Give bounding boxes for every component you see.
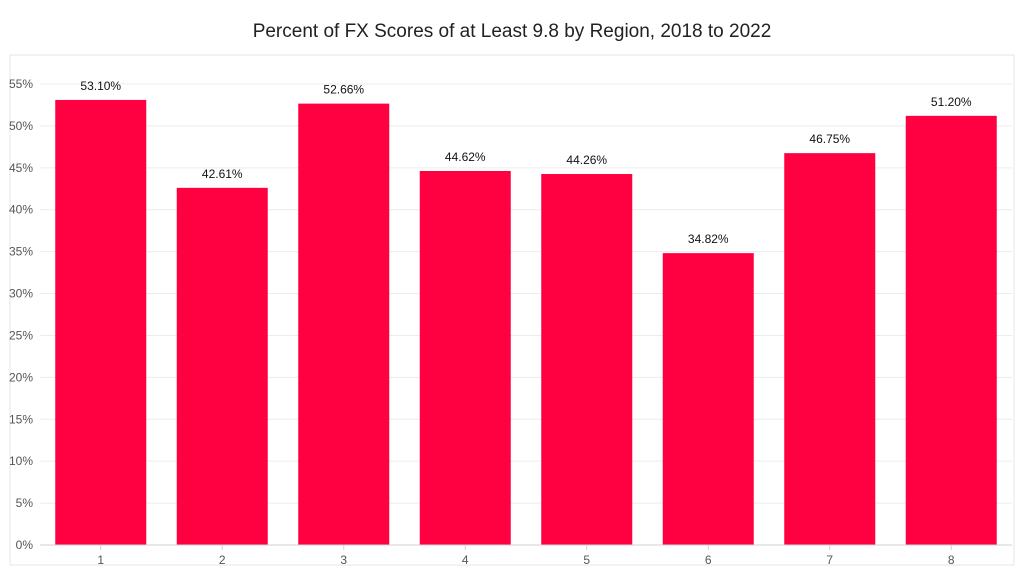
bar-8 xyxy=(905,115,997,546)
x-tick-label: 5 xyxy=(583,553,590,567)
x-axis: 1 2 3 4 5 6 7 8 xyxy=(40,544,1012,567)
y-tick-label: 20% xyxy=(9,370,33,384)
bar-7 xyxy=(784,153,876,545)
bar-1 xyxy=(55,99,147,546)
y-tick-label: 10% xyxy=(9,454,33,468)
bar-4 xyxy=(419,171,511,545)
y-axis-ticks: 0% 5% 10% 15% 20% 25% 30% 35% 40% 45% 50% 55% xyxy=(9,77,33,552)
data-label: 34.82% xyxy=(688,232,729,246)
x-tick-label: 6 xyxy=(705,553,712,567)
chart-title: Percent of FX Scores of at Least 9.8 by … xyxy=(253,21,772,42)
y-tick-label: 35% xyxy=(9,245,33,259)
y-tick-label: 45% xyxy=(9,161,33,175)
y-tick-label: 5% xyxy=(16,496,34,510)
plot-frame xyxy=(9,54,1015,566)
x-tick-label: 8 xyxy=(948,553,955,567)
y-tick-label: 0% xyxy=(16,538,34,552)
y-tick-label: 30% xyxy=(9,287,33,301)
data-labels: 53.10% 42.61% 52.66% 44.62% 44.26% 34.82% 46.7… xyxy=(80,79,972,246)
y-tick-label: 15% xyxy=(9,412,33,426)
bar-3 xyxy=(298,103,390,545)
y-tick-label: 40% xyxy=(9,203,33,217)
data-label: 52.66% xyxy=(323,83,364,97)
data-label: 46.75% xyxy=(809,132,850,146)
data-label: 51.20% xyxy=(931,95,972,109)
x-tick-label: 2 xyxy=(219,553,226,567)
x-tick-label: 1 xyxy=(97,553,104,567)
data-label: 42.61% xyxy=(202,167,243,181)
bar-6 xyxy=(662,253,754,546)
bar-2 xyxy=(176,187,268,546)
bar-5 xyxy=(541,174,633,545)
y-tick-label: 55% xyxy=(9,77,33,91)
data-label: 53.10% xyxy=(80,79,121,93)
data-label: 44.62% xyxy=(445,150,486,164)
x-tick-label: 4 xyxy=(462,553,469,567)
bars xyxy=(55,99,997,546)
data-label: 44.26% xyxy=(566,153,607,167)
y-tick-label: 50% xyxy=(9,119,33,133)
y-tick-label: 25% xyxy=(9,328,33,342)
x-tick-label: 7 xyxy=(826,553,833,567)
x-tick-label: 3 xyxy=(340,553,347,567)
